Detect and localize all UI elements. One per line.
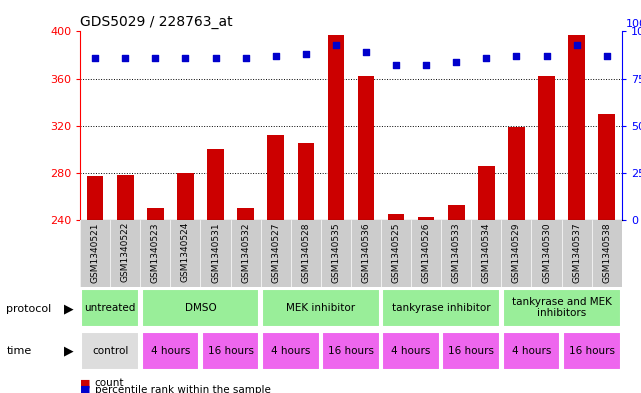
Text: GSM1340536: GSM1340536: [362, 222, 370, 283]
Point: [210, 55, 221, 61]
Text: GSM1340528: GSM1340528: [301, 222, 310, 283]
Text: GDS5029 / 228763_at: GDS5029 / 228763_at: [80, 15, 233, 29]
Bar: [322, 332, 380, 370]
Bar: [81, 288, 139, 327]
Text: 16 hours: 16 hours: [569, 346, 615, 356]
Text: ■: ■: [80, 385, 90, 393]
Point: [331, 42, 341, 48]
Text: time: time: [6, 345, 31, 356]
Bar: [202, 332, 260, 370]
Text: GSM1340524: GSM1340524: [181, 222, 190, 283]
Bar: [442, 332, 500, 370]
Text: GSM1340538: GSM1340538: [603, 222, 612, 283]
Point: [542, 53, 552, 59]
Text: ▶: ▶: [64, 302, 74, 315]
Point: [90, 55, 100, 61]
Text: GSM1340533: GSM1340533: [452, 222, 461, 283]
Bar: [478, 166, 495, 220]
Text: 16 hours: 16 hours: [328, 346, 374, 356]
Text: GSM1340526: GSM1340526: [422, 222, 431, 283]
Text: GSM1340523: GSM1340523: [151, 222, 160, 283]
Bar: [147, 208, 163, 220]
Bar: [262, 332, 320, 370]
Text: 4 hours: 4 hours: [512, 346, 551, 356]
Point: [602, 53, 612, 59]
Bar: [503, 332, 560, 370]
Bar: [358, 76, 374, 220]
Bar: [142, 332, 199, 370]
Text: tankyrase inhibitor: tankyrase inhibitor: [392, 303, 490, 312]
Text: GSM1340537: GSM1340537: [572, 222, 581, 283]
Bar: [237, 208, 254, 220]
Text: tankyrase and MEK
inhibitors: tankyrase and MEK inhibitors: [512, 297, 612, 318]
Text: GSM1340531: GSM1340531: [211, 222, 220, 283]
Text: GSM1340530: GSM1340530: [542, 222, 551, 283]
Bar: [563, 332, 620, 370]
Point: [240, 55, 251, 61]
Bar: [382, 288, 500, 327]
Bar: [117, 175, 133, 220]
Bar: [448, 205, 465, 220]
Text: 100%: 100%: [626, 18, 641, 29]
Text: MEK inhibitor: MEK inhibitor: [287, 303, 355, 312]
Bar: [81, 332, 139, 370]
Bar: [508, 127, 525, 220]
Bar: [262, 288, 380, 327]
Bar: [503, 288, 620, 327]
Text: protocol: protocol: [6, 303, 52, 314]
Text: GSM1340522: GSM1340522: [121, 222, 129, 283]
Text: 4 hours: 4 hours: [271, 346, 310, 356]
Text: GSM1340525: GSM1340525: [392, 222, 401, 283]
Bar: [207, 149, 224, 220]
Text: ■: ■: [80, 378, 90, 388]
Text: 4 hours: 4 hours: [151, 346, 190, 356]
Text: GSM1340527: GSM1340527: [271, 222, 280, 283]
Text: GSM1340521: GSM1340521: [90, 222, 99, 283]
Text: GSM1340535: GSM1340535: [331, 222, 340, 283]
Point: [271, 53, 281, 59]
Bar: [388, 214, 404, 220]
Text: GSM1340532: GSM1340532: [241, 222, 250, 283]
Text: percentile rank within the sample: percentile rank within the sample: [95, 385, 271, 393]
Text: DMSO: DMSO: [185, 303, 217, 312]
Point: [120, 55, 130, 61]
Bar: [382, 332, 440, 370]
Point: [301, 51, 311, 57]
Bar: [87, 176, 103, 220]
Point: [180, 55, 190, 61]
Point: [150, 55, 160, 61]
Bar: [569, 35, 585, 220]
Text: 16 hours: 16 hours: [208, 346, 254, 356]
Point: [512, 53, 522, 59]
Point: [421, 62, 431, 68]
Bar: [328, 35, 344, 220]
Point: [391, 62, 401, 68]
Text: GSM1340534: GSM1340534: [482, 222, 491, 283]
Bar: [599, 114, 615, 220]
Point: [481, 55, 492, 61]
Text: ▶: ▶: [64, 344, 74, 357]
Bar: [297, 143, 314, 220]
Bar: [538, 76, 555, 220]
Text: control: control: [92, 346, 128, 356]
Bar: [177, 173, 194, 220]
Text: 16 hours: 16 hours: [448, 346, 494, 356]
Bar: [267, 135, 284, 220]
Point: [572, 42, 582, 48]
Text: count: count: [95, 378, 124, 388]
Bar: [418, 217, 435, 220]
Text: 4 hours: 4 hours: [392, 346, 431, 356]
Text: GSM1340529: GSM1340529: [512, 222, 521, 283]
Point: [361, 49, 371, 55]
Point: [451, 59, 462, 65]
Bar: [142, 288, 260, 327]
Text: untreated: untreated: [85, 303, 136, 312]
